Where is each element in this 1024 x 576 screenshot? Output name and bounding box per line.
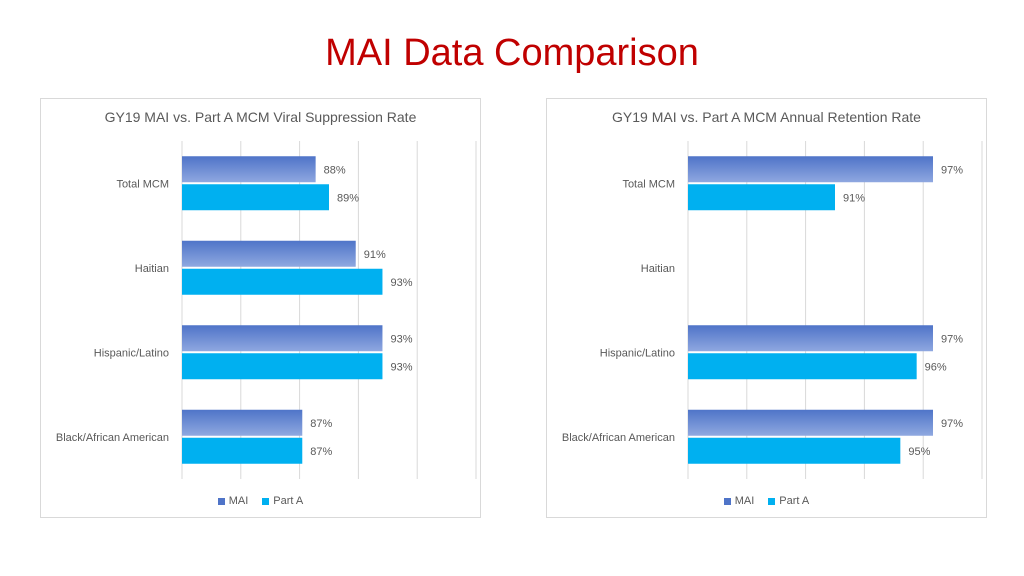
data-label: 93% [390, 333, 412, 345]
category-label: Black/African American [56, 432, 169, 444]
bar-mai [182, 409, 303, 436]
data-label: 93% [390, 277, 412, 289]
retention-plot: Total MCM 97% 91% Haitian Hispanic/Latino 97%… [562, 141, 983, 479]
legend-item-mai: MAI [723, 495, 755, 507]
category-label: Haitian [641, 263, 675, 275]
data-label: 87% [310, 446, 332, 458]
bar-part-a [688, 353, 917, 380]
legend-label: MAI [228, 495, 249, 507]
legend-swatch-mai [217, 497, 225, 505]
bar-part-a [182, 184, 329, 211]
category-label: Black/African American [562, 432, 675, 444]
bar-mai [688, 409, 933, 436]
data-label: 97% [941, 164, 963, 176]
chart-title: GY19 MAI vs. Part A MCM Annual Retention… [612, 109, 921, 125]
chart-legend: MAI Part A [547, 495, 986, 507]
data-label: 97% [941, 418, 963, 430]
bar-mai [688, 156, 933, 183]
legend-swatch-part-a [262, 497, 270, 505]
category-label: Total MCM [116, 178, 169, 190]
data-label: 87% [310, 418, 332, 430]
bar-part-a [688, 437, 901, 464]
chart-legend: MAI Part A [41, 495, 480, 507]
category-label: Total MCM [622, 178, 675, 190]
data-label: 91% [364, 249, 386, 261]
bar-part-a [182, 353, 383, 380]
legend-item-mai: MAI [217, 495, 249, 507]
page-title: MAI Data Comparison [325, 32, 699, 74]
category-label: Haitian [135, 263, 169, 275]
viral-suppression-chart: GY19 MAI vs. Part A MCM Viral Suppressio… [40, 98, 481, 518]
legend-swatch-part-a [768, 497, 776, 505]
data-label: 97% [941, 333, 963, 345]
bar-mai [688, 325, 933, 352]
data-label: 91% [843, 192, 865, 204]
category-label: Hispanic/Latino [600, 347, 675, 359]
data-label: 96% [925, 361, 947, 373]
bar-part-a [688, 184, 835, 211]
legend-item-part-a: Part A [262, 495, 303, 507]
viral-suppression-plot: Total MCM 88% 89% Haitian 91% 93% Hispanic/Lat… [56, 141, 477, 479]
retention-chart: GY19 MAI vs. Part A MCM Annual Retention… [546, 98, 987, 518]
legend-label: MAI [734, 495, 755, 507]
data-label: 93% [390, 361, 412, 373]
data-label: 95% [908, 446, 930, 458]
bar-mai [182, 240, 356, 267]
bar-part-a [182, 268, 383, 295]
legend-label: Part A [273, 495, 304, 507]
legend-label: Part A [779, 495, 810, 507]
legend-item-part-a: Part A [768, 495, 809, 507]
bar-part-a [182, 437, 303, 464]
data-label: 88% [324, 164, 346, 176]
chart-title: GY19 MAI vs. Part A MCM Viral Suppressio… [104, 109, 417, 125]
bar-mai [182, 156, 316, 183]
data-label: 89% [337, 192, 359, 204]
category-label: Hispanic/Latino [94, 347, 169, 359]
legend-swatch-mai [723, 497, 731, 505]
bar-mai [182, 325, 383, 352]
